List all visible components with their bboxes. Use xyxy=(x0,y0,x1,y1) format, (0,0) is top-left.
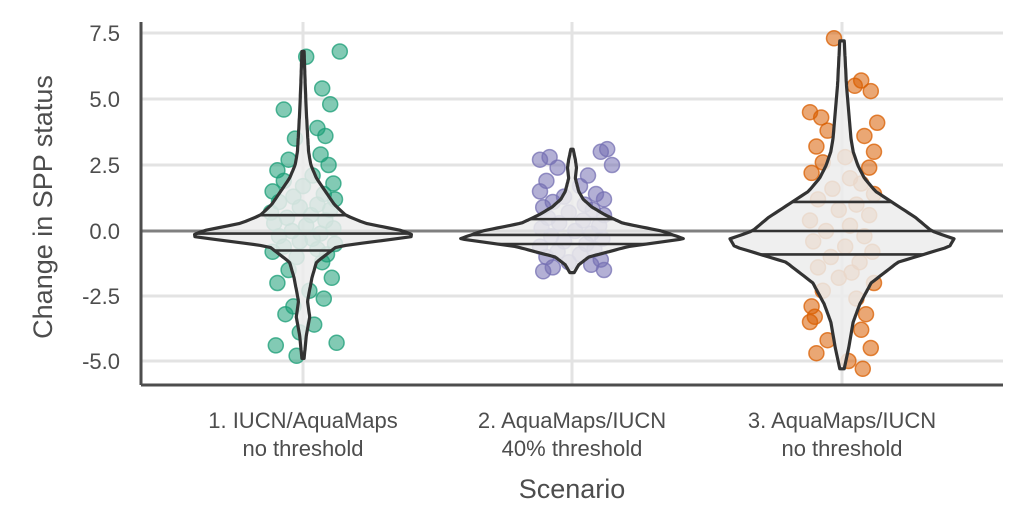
violins xyxy=(193,39,956,371)
axes xyxy=(139,22,1003,387)
data-point xyxy=(862,82,880,100)
x-axis-title: Scenario xyxy=(519,474,626,504)
x-tick-label: no threshold xyxy=(242,436,363,461)
data-point xyxy=(868,114,886,132)
data-point xyxy=(808,344,825,362)
y-axis-title: Change in SPP status xyxy=(28,75,58,339)
data-point xyxy=(803,164,820,182)
data-point xyxy=(808,138,825,155)
data-point xyxy=(603,156,621,174)
data-point xyxy=(275,101,293,118)
data-point xyxy=(595,191,613,208)
data-point xyxy=(862,339,880,357)
y-tick-label: 2.5 xyxy=(89,153,120,178)
x-tick-label: 2. AquaMaps/IUCN xyxy=(478,408,666,433)
x-tick-label: 40% threshold xyxy=(502,436,643,461)
data-point xyxy=(812,109,830,126)
data-point xyxy=(595,261,613,279)
data-point xyxy=(856,127,873,145)
x-tick-labels: 1. IUCN/AquaMaps no threshold 2. AquaMaps/… xyxy=(208,408,936,461)
data-point xyxy=(321,96,339,113)
data-point xyxy=(320,156,337,174)
data-point xyxy=(598,140,616,158)
data-point xyxy=(531,183,549,200)
data-point xyxy=(313,80,331,97)
data-point xyxy=(846,77,864,95)
data-point xyxy=(328,334,345,352)
y-tick-label: 5.0 xyxy=(89,87,120,112)
y-tick-label: -5.0 xyxy=(82,349,120,374)
data-point xyxy=(860,159,878,176)
y-tick-labels: 7.5 5.0 2.5 0.0 -2.5 -5.0 xyxy=(82,21,120,374)
data-point xyxy=(534,263,552,280)
data-point xyxy=(857,305,875,323)
data-point xyxy=(325,175,342,192)
data-point xyxy=(331,43,349,60)
data-point xyxy=(317,127,334,145)
data-point xyxy=(315,290,333,307)
x-tick-label: 1. IUCN/AquaMaps xyxy=(208,408,398,433)
data-point xyxy=(323,269,341,287)
data-point xyxy=(825,30,843,47)
data-point xyxy=(267,337,285,354)
data-point xyxy=(865,143,883,161)
violin xyxy=(459,147,685,275)
data-point xyxy=(269,274,286,292)
data-point xyxy=(806,308,824,326)
violin xyxy=(728,39,956,371)
y-tick-label: 0.0 xyxy=(89,219,120,244)
violin xyxy=(193,49,413,360)
y-tick-label: 7.5 xyxy=(89,21,120,46)
data-point xyxy=(852,321,870,339)
data-point xyxy=(854,360,872,378)
x-tick-label: no threshold xyxy=(781,436,902,461)
data-point xyxy=(549,159,566,176)
data-point xyxy=(277,305,294,323)
y-tick-label: -2.5 xyxy=(82,284,120,309)
x-tick-label: 3. AquaMaps/IUCN xyxy=(748,408,936,433)
